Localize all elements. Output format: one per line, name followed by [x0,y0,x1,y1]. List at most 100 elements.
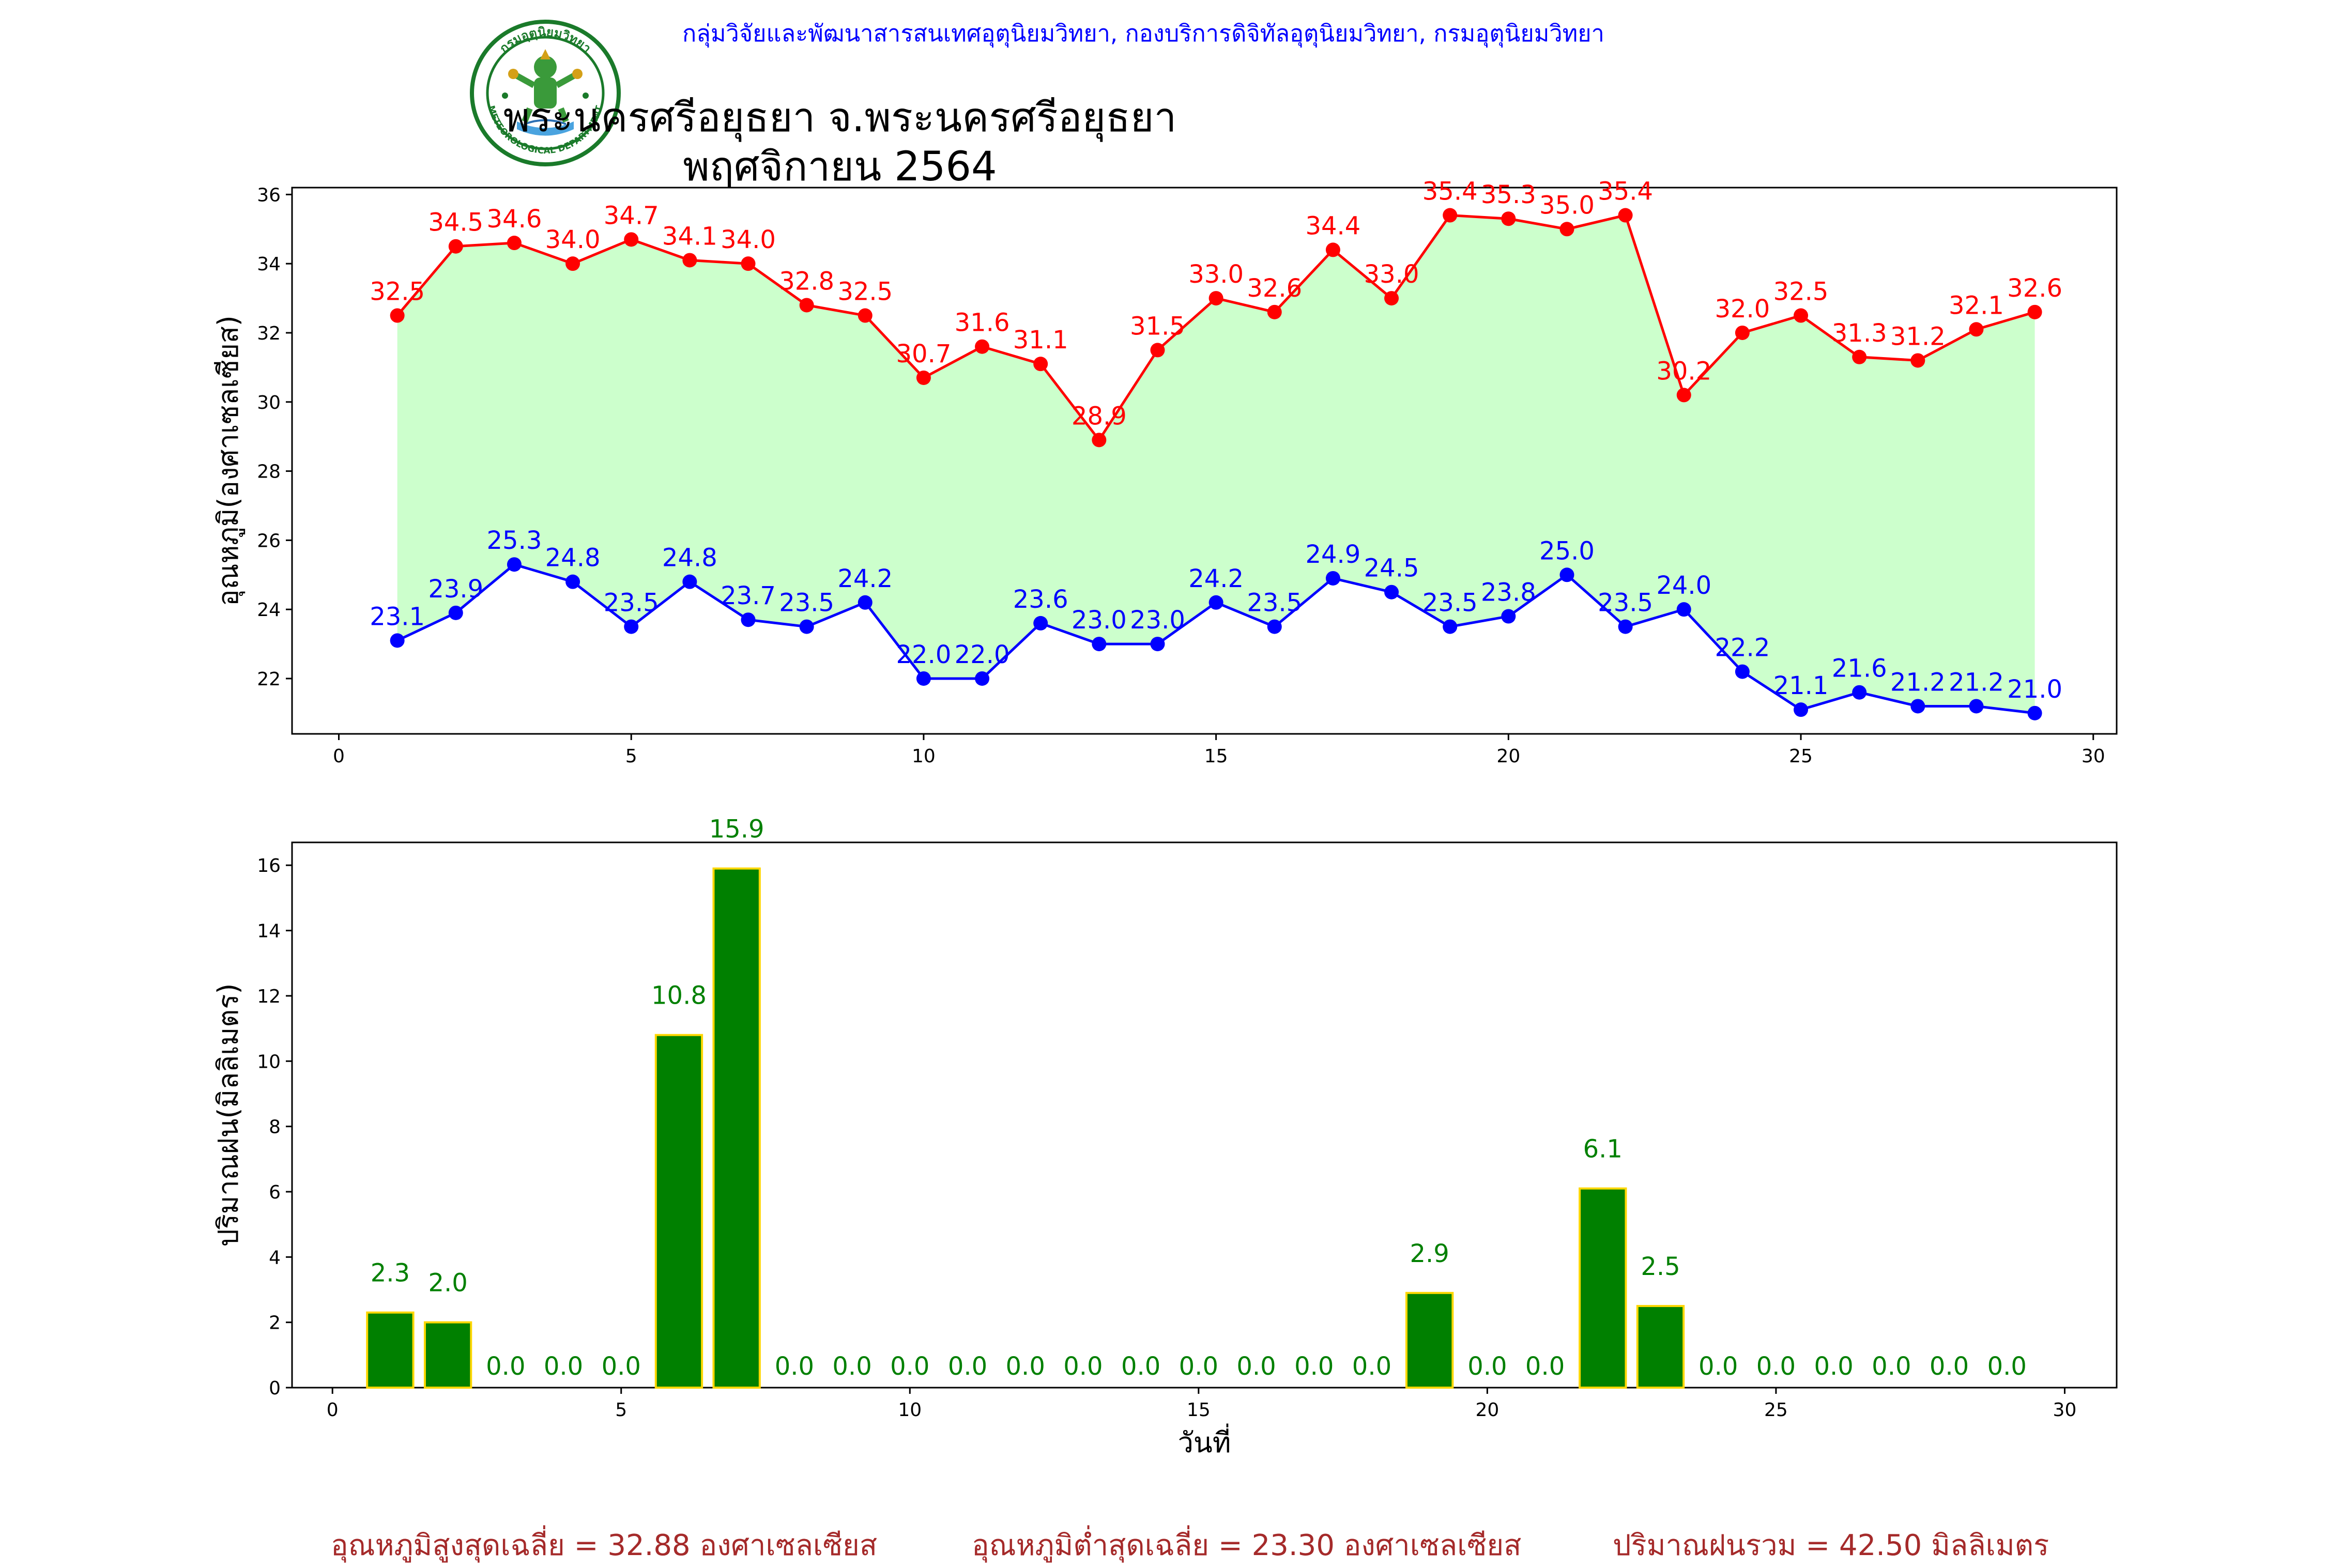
rainfall-bar [1636,1305,1685,1389]
min-temperature-data-label: 23.0 [1072,606,1127,635]
max-temperature-data-label: 35.4 [1422,177,1478,206]
rainfall-bar [1579,1187,1627,1389]
min-temperature-data-label: 21.1 [1773,671,1829,700]
max-temperature-data-label: 31.6 [955,309,1010,337]
max-temperature-point [1033,357,1048,372]
max-temperature-data-label: 31.2 [1890,322,1946,351]
max-temperature-data-label: 32.5 [370,278,425,306]
max-temperature-data-label: 34.4 [1305,211,1360,240]
min-temperature-data-label: 22.0 [955,640,1010,669]
rainfall-data-label: 0.0 [832,1352,871,1381]
max-temperature-data-label: 32.0 [1715,295,1770,324]
max-temperature-data-label: 32.1 [1949,291,2004,320]
max-temperature-data-label: 35.0 [1539,191,1595,220]
min-temperature-point [1150,637,1165,652]
temperature-x-tick-label: 30 [2082,746,2105,767]
max-temperature-data-label: 32.6 [2007,274,2062,303]
chart-title-month: พฤศจิกายน 2564 [683,144,997,190]
max-temperature-data-label: 32.5 [1773,278,1829,306]
min-temperature-data-label: 23.5 [779,589,834,618]
min-temperature-data-label: 24.2 [837,564,893,593]
temperature-y-axis-label: อุณหภูมิ(องศาเซลเซียส) [212,315,246,606]
max-temperature-point [1501,211,1516,226]
min-temperature-data-label: 21.2 [1890,668,1946,697]
temperature-x-tick-label: 20 [1496,746,1520,767]
rainfall-data-label: 2.3 [371,1259,410,1288]
max-temperature-point [682,253,697,268]
temperature-x-tick-label: 5 [625,746,637,767]
max-temperature-point [1852,349,1867,364]
rainfall-data-label: 0.0 [1756,1352,1796,1381]
max-temperature-point [2027,304,2042,319]
max-temperature-data-label: 34.6 [486,205,542,234]
rainfall-data-label: 2.9 [1410,1239,1449,1268]
temperature-y-tick-label: 36 [257,185,281,206]
max-temperature-point [1325,242,1340,257]
min-temperature-data-label: 23.8 [1481,578,1536,607]
rainfall-bar [1405,1292,1454,1389]
rainfall-y-tick-label: 4 [269,1247,281,1268]
min-temperature-point [1794,702,1809,717]
max-temperature-data-label: 31.3 [1832,319,1887,348]
max-temperature-data-label: 32.5 [837,278,893,306]
temperature-y-tick-label: 32 [257,323,281,344]
rainfall-bar [423,1321,472,1389]
rainfall-data-label: 0.0 [1294,1352,1334,1381]
max-temperature-point [507,236,522,251]
rainfall-data-label: 15.9 [709,815,764,844]
max-temperature-data-label: 32.6 [1247,274,1302,303]
rainfall-data-label: 0.0 [1179,1352,1218,1381]
max-temperature-point [624,232,639,247]
temperature-chart: 0 5 10 15 20 25 30 22 24 26 28 30 32 34 36 อุณหภูมิ(องศ… [212,177,2118,767]
min-temperature-point [916,671,931,686]
temperature-y-tick-label: 34 [257,254,281,275]
rainfall-y-tick-label: 6 [269,1182,281,1203]
rainfall-data-label: 0.0 [1467,1352,1507,1381]
max-temperature-data-label: 34.1 [662,222,717,251]
min-temperature-point [1910,699,1925,714]
min-temperature-point [448,605,463,620]
temperature-x-tick-label: 15 [1204,746,1228,767]
max-temperature-point [858,308,873,323]
max-temperature-point [1794,308,1809,323]
max-temperature-point [1735,325,1750,340]
rainfall-plot-frame [291,841,2118,1389]
temperature-range-fill [397,215,2035,713]
rainfall-data-label: 0.0 [1121,1352,1160,1381]
rainfall-y-tick-label: 0 [269,1378,281,1399]
max-temperature-point [1618,208,1633,223]
rainfall-data-label: 0.0 [1236,1352,1276,1381]
max-temperature-data-label: 31.5 [1130,312,1185,341]
max-temperature-data-label: 32.8 [779,267,834,296]
rainfall-data-label: 0.0 [1006,1352,1045,1381]
min-temperature-point [1208,595,1223,610]
rainfall-x-tick-label: 25 [1764,1400,1788,1421]
min-temperature-point [1501,609,1516,624]
rainfall-data-label: 0.0 [890,1352,929,1381]
rainfall-y-tick-label: 14 [257,921,281,942]
min-temperature-data-label: 23.5 [1422,589,1478,618]
rainfall-data-label: 0.0 [1814,1352,1853,1381]
chart-title-station: พระนครศรีอยุธยา จ.พระนครศรีอยุธยา [503,95,1177,141]
max-temperature-data-label: 33.0 [1364,260,1419,289]
rainfall-y-tick-label: 10 [257,1051,281,1072]
min-temperature-point [858,595,873,610]
max-temperature-point [1208,291,1223,306]
max-temperature-point [1150,343,1165,358]
min-temperature-point [1443,619,1458,634]
max-temperature-data-label: 34.5 [428,208,483,237]
min-temperature-data-label: 25.3 [486,526,542,555]
max-temperature-point [916,370,931,385]
rainfall-x-tick-label: 5 [615,1400,627,1421]
min-temperature-data-label: 23.9 [428,575,483,604]
rainfall-data-label: 0.0 [1525,1352,1565,1381]
rainfall-bar [654,1034,703,1389]
rainfall-y-tick-label: 12 [257,986,281,1007]
max-temperature-point [1676,388,1691,403]
rainfall-bar [366,1311,415,1389]
min-temperature-data-label: 23.7 [721,581,776,610]
temperature-x-tick-label: 25 [1789,746,1813,767]
max-temperature-data-label: 30.2 [1656,357,1711,386]
min-temperature-point [1033,616,1048,631]
average-max-temperature: อุณหภูมิสูงสุดเฉลี่ย = 32.88 องศาเซลเซีย… [331,1529,878,1562]
